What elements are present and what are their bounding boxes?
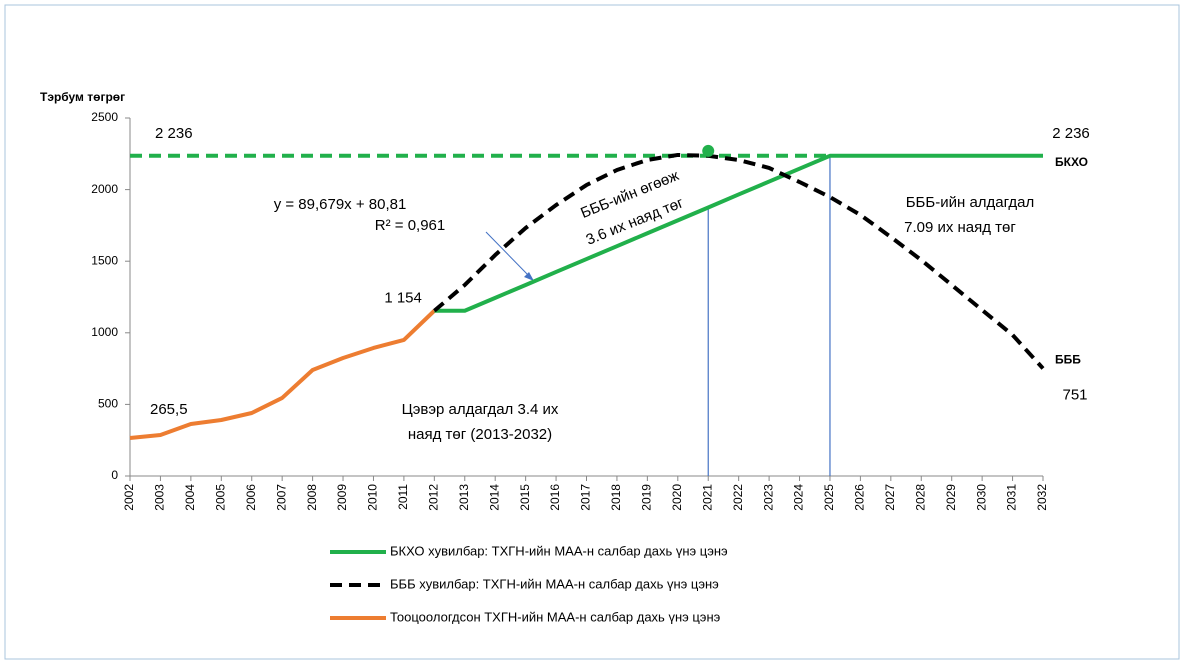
x-tick-label: 2011	[396, 484, 410, 510]
y-tick-label: 1500	[91, 253, 118, 267]
reference-label: 2 236	[155, 125, 193, 142]
annotation-arrow	[485, 231, 531, 278]
legend-label: БКХО хувилбар: ТХГН-ийн МАА-н салбар дах…	[390, 543, 728, 558]
data-label: 751	[1062, 386, 1087, 403]
x-tick-label: 2002	[122, 484, 136, 511]
arrow-head	[524, 272, 534, 281]
x-tick-label: 2021	[700, 484, 714, 511]
x-tick-label: 2022	[731, 484, 745, 511]
x-tick-label: 2019	[640, 484, 654, 511]
y-tick-label: 500	[98, 397, 118, 411]
legend-label: БББ хувилбар: ТХГН-ийн МАА-н салбар дахь…	[390, 576, 719, 591]
y-tick-label: 0	[111, 468, 118, 482]
frame	[4, 4, 1180, 660]
x-tick-label: 2003	[153, 484, 167, 511]
y-tick-label: 2000	[91, 182, 118, 196]
series-line	[129, 309, 436, 440]
x-tick-label: 2009	[335, 484, 349, 511]
x-tick-label: 2023	[761, 484, 775, 511]
peak-marker	[702, 144, 715, 157]
x-tick-label: 2016	[548, 484, 562, 511]
data-label: 2 236	[1052, 125, 1090, 142]
x-tick-label: 2012	[427, 484, 441, 511]
x-tick-label: 2005	[213, 484, 227, 511]
annotation: R² = 0,961	[375, 217, 445, 234]
series-line	[433, 152, 1045, 370]
x-tick-label: 2006	[244, 484, 258, 511]
x-tick-label: 2030	[974, 484, 988, 511]
x-tick-label: 2026	[853, 484, 867, 511]
y-tick-label: 2500	[91, 110, 118, 124]
x-tick-label: 2020	[670, 484, 684, 511]
x-tick-label: 2025	[822, 484, 836, 511]
annotation: y = 89,679x + 80,81	[274, 196, 407, 213]
data-label: 1 154	[384, 290, 422, 307]
x-tick-label: 2017	[579, 484, 593, 511]
y-tick-label: 1000	[91, 325, 118, 339]
x-tick-label: 2029	[944, 484, 958, 511]
x-tick-label: 2013	[457, 484, 471, 511]
series-line	[434, 153, 1043, 313]
data-label: 265,5	[150, 401, 188, 418]
x-tick-label: 2024	[792, 484, 806, 511]
x-tick-label: 2014	[487, 484, 501, 511]
annotation: наяд төг (2013-2032)	[408, 426, 552, 443]
x-tick-label: 2018	[609, 484, 623, 511]
x-tick-label: 2028	[913, 484, 927, 511]
y-axis-label: Тэрбум төгрөг	[40, 90, 125, 104]
annotation: 7.09 их наяд төг	[904, 219, 1016, 236]
series-end-label: БКХО	[1055, 155, 1088, 169]
x-tick-label: 2032	[1035, 484, 1049, 511]
x-tick-label: 2027	[883, 484, 897, 511]
x-tick-label: 2008	[305, 484, 319, 511]
x-tick-label: 2015	[518, 484, 532, 511]
x-tick-label: 2004	[183, 484, 197, 511]
annotation: БББ-ийн алдагдал	[906, 194, 1035, 211]
x-tick-label: 2010	[366, 484, 380, 511]
x-tick-label: 2007	[274, 484, 288, 511]
series-end-label: БББ	[1055, 353, 1081, 367]
annotation: Цэвэр алдагдал 3.4 их	[402, 401, 559, 418]
legend-label: Тооцоологдсон ТХГН-ийн МАА-н салбар дахь…	[390, 609, 721, 624]
x-tick-label: 2031	[1005, 484, 1019, 511]
